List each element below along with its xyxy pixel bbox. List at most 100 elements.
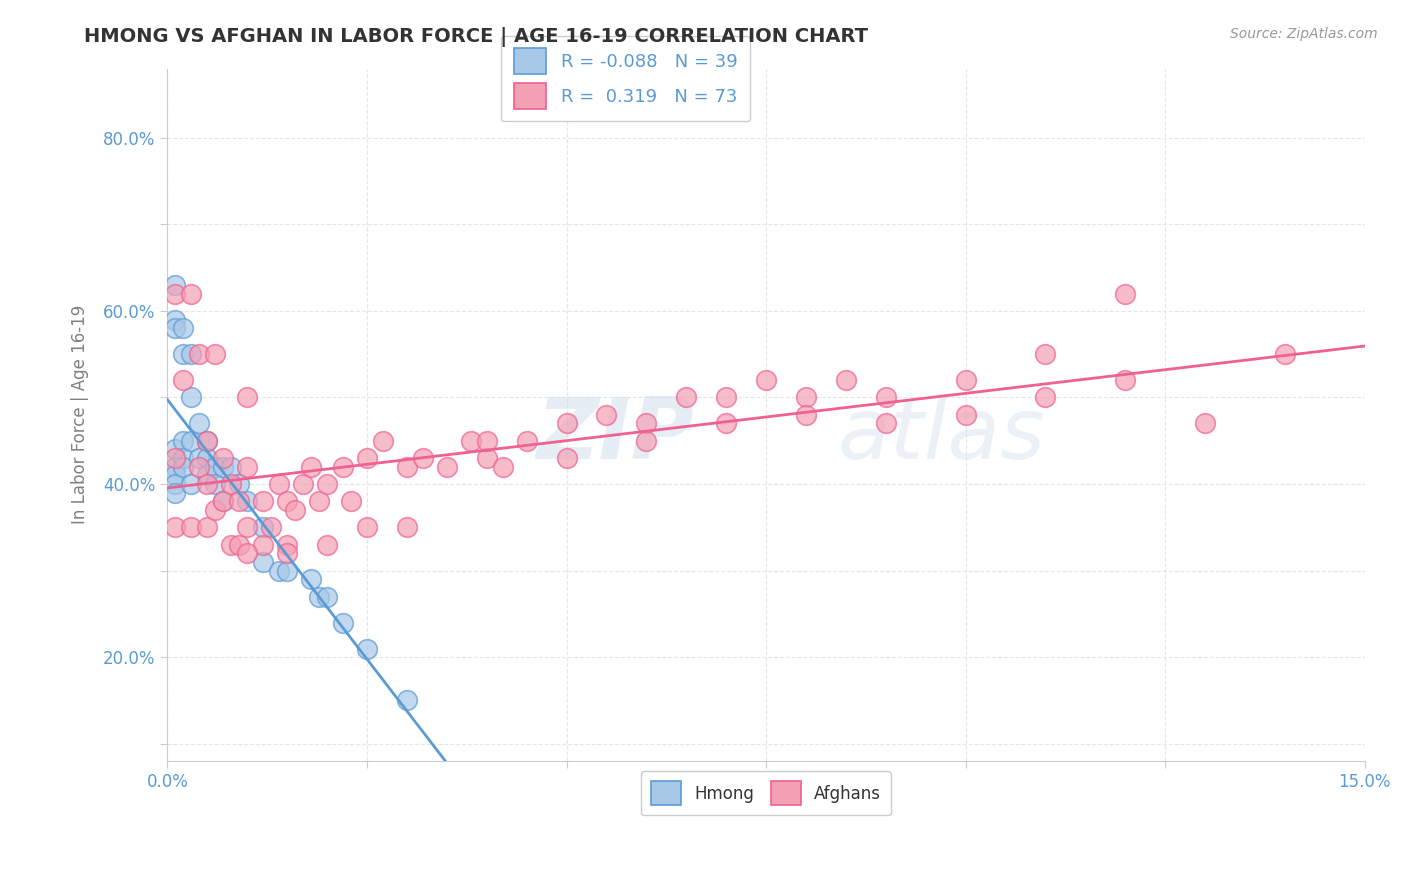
Point	[875, 391, 897, 405]
Point	[228, 477, 250, 491]
Point	[794, 408, 817, 422]
Point	[436, 459, 458, 474]
Point	[165, 459, 187, 474]
Point	[332, 459, 354, 474]
Point	[636, 434, 658, 448]
Point	[195, 468, 218, 483]
Point	[276, 564, 298, 578]
Point	[276, 494, 298, 508]
Point	[204, 477, 226, 491]
Legend: Hmong, Afghans: Hmong, Afghans	[641, 772, 891, 815]
Point	[260, 520, 283, 534]
Point	[1114, 373, 1136, 387]
Text: Source: ZipAtlas.com: Source: ZipAtlas.com	[1230, 27, 1378, 41]
Point	[1035, 391, 1057, 405]
Point	[165, 277, 187, 292]
Point	[180, 520, 202, 534]
Point	[180, 347, 202, 361]
Point	[172, 373, 194, 387]
Point	[212, 451, 235, 466]
Point	[835, 373, 858, 387]
Point	[356, 520, 378, 534]
Point	[316, 477, 339, 491]
Point	[195, 434, 218, 448]
Point	[299, 572, 322, 586]
Point	[172, 347, 194, 361]
Point	[395, 459, 418, 474]
Point	[316, 590, 339, 604]
Point	[165, 451, 187, 466]
Point	[356, 451, 378, 466]
Point	[172, 459, 194, 474]
Point	[412, 451, 434, 466]
Point	[252, 538, 274, 552]
Point	[221, 477, 243, 491]
Point	[165, 312, 187, 326]
Point	[308, 590, 330, 604]
Point	[188, 459, 211, 474]
Point	[276, 538, 298, 552]
Point	[188, 417, 211, 431]
Point	[284, 503, 307, 517]
Point	[460, 434, 482, 448]
Point	[555, 451, 578, 466]
Point	[475, 434, 498, 448]
Point	[221, 538, 243, 552]
Point	[714, 391, 737, 405]
Point	[292, 477, 315, 491]
Point	[236, 459, 259, 474]
Point	[180, 477, 202, 491]
Point	[299, 459, 322, 474]
Text: atlas: atlas	[838, 394, 1046, 477]
Point	[252, 555, 274, 569]
Point	[1035, 347, 1057, 361]
Point	[204, 503, 226, 517]
Point	[188, 347, 211, 361]
Point	[955, 408, 977, 422]
Point	[236, 391, 259, 405]
Point	[395, 693, 418, 707]
Point	[165, 321, 187, 335]
Point	[276, 546, 298, 560]
Point	[165, 442, 187, 457]
Point	[195, 451, 218, 466]
Point	[955, 373, 977, 387]
Point	[204, 459, 226, 474]
Point	[252, 520, 274, 534]
Point	[1114, 286, 1136, 301]
Point	[356, 641, 378, 656]
Point	[1194, 417, 1216, 431]
Point	[714, 417, 737, 431]
Point	[195, 434, 218, 448]
Point	[340, 494, 363, 508]
Point	[555, 417, 578, 431]
Point	[475, 451, 498, 466]
Point	[195, 520, 218, 534]
Point	[180, 286, 202, 301]
Point	[308, 494, 330, 508]
Point	[1274, 347, 1296, 361]
Point	[165, 520, 187, 534]
Point	[165, 468, 187, 483]
Point	[228, 494, 250, 508]
Point	[221, 459, 243, 474]
Point	[172, 321, 194, 335]
Point	[204, 347, 226, 361]
Point	[395, 520, 418, 534]
Point	[195, 477, 218, 491]
Point	[212, 459, 235, 474]
Point	[875, 417, 897, 431]
Point	[165, 485, 187, 500]
Point	[636, 417, 658, 431]
Text: ZIP: ZIP	[537, 394, 695, 477]
Point	[595, 408, 617, 422]
Point	[212, 494, 235, 508]
Point	[316, 538, 339, 552]
Point	[371, 434, 394, 448]
Point	[165, 286, 187, 301]
Point	[492, 459, 515, 474]
Point	[332, 615, 354, 630]
Point	[228, 538, 250, 552]
Point	[172, 451, 194, 466]
Point	[172, 434, 194, 448]
